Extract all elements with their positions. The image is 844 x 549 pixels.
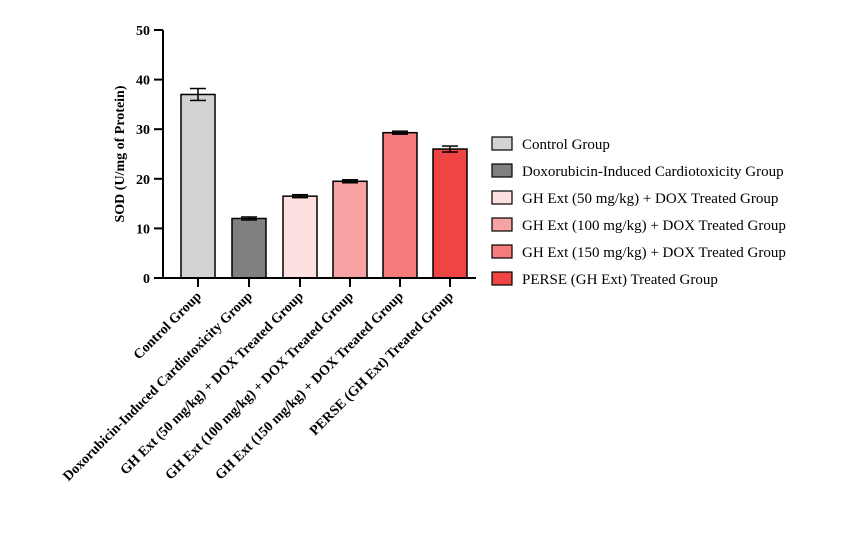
- legend-label: PERSE (GH Ext) Treated Group: [522, 272, 718, 288]
- y-ticks-group: 0 10 20 30 40 50: [136, 24, 163, 287]
- legend-swatch: [491, 190, 513, 205]
- bar: [432, 148, 468, 279]
- y-tick-label: 30: [136, 123, 150, 138]
- y-tick-label: 50: [136, 24, 150, 39]
- legend: Control Group Doxorubicin-Induced Cardiot…: [491, 136, 786, 288]
- legend-label: Control Group: [522, 137, 610, 153]
- legend-swatch: [491, 271, 513, 286]
- bar: [282, 195, 318, 279]
- error-bars-group: [190, 87, 458, 221]
- legend-label: GH Ext (50 mg/kg) + DOX Treated Group: [522, 191, 778, 207]
- legend-swatch: [491, 136, 513, 151]
- bar: [231, 217, 267, 279]
- legend-label: GH Ext (100 mg/kg) + DOX Treated Group: [522, 218, 786, 234]
- y-tick-label: 20: [136, 173, 150, 188]
- legend-label: Doxorubicin-Induced Cardiotoxicity Group: [522, 164, 784, 180]
- y-tick-label: 0: [143, 272, 150, 287]
- legend-label: GH Ext (150 mg/kg) + DOX Treated Group: [522, 245, 786, 261]
- y-tick-label: 10: [136, 222, 150, 237]
- x-tick-label: Doxorubicin-Induced Cardiotoxicity Group: [61, 289, 256, 484]
- x-tick-label: GH Ext (100 mg/kg) + DOX Treated Group: [163, 289, 357, 483]
- axes-group: [162, 30, 476, 279]
- legend-swatch: [491, 217, 513, 232]
- bars-group: [180, 93, 468, 279]
- bar: [382, 131, 418, 279]
- y-tick-label: 40: [136, 74, 150, 89]
- legend-swatch: [491, 244, 513, 259]
- bar: [332, 180, 368, 279]
- y-axis-label: SOD (U/mg of Protein): [113, 85, 128, 222]
- x-tick-label: GH Ext (50 mg/kg) + DOX Treated Group: [118, 289, 307, 478]
- legend-swatch: [491, 163, 513, 178]
- bar: [180, 93, 216, 279]
- x-tick-label: GH Ext (150 mg/kg) + DOX Treated Group: [213, 289, 407, 483]
